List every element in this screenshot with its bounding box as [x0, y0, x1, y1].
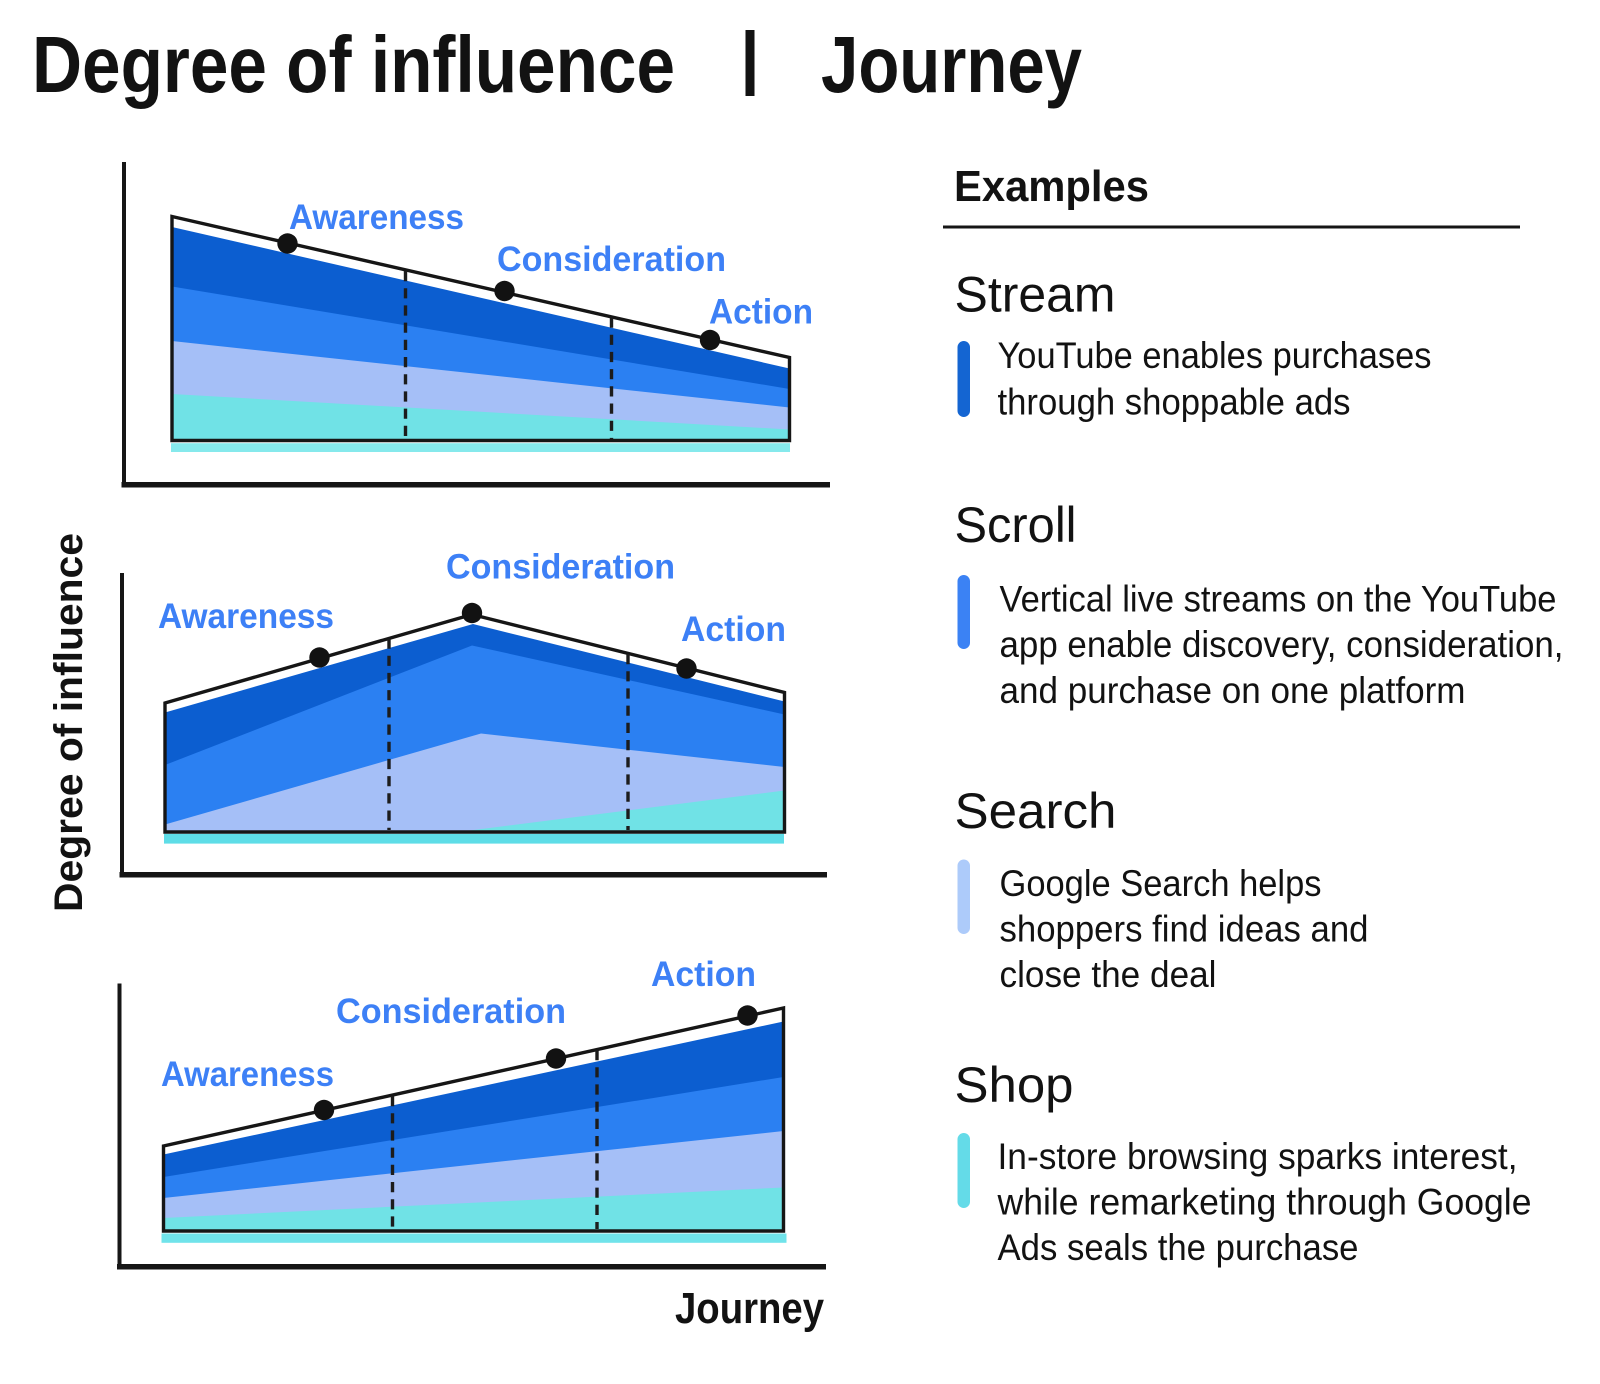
- svg-text:Consideration: Consideration: [497, 240, 726, 279]
- svg-text:while remarketing through Goog: while remarketing through Google: [997, 1182, 1532, 1223]
- svg-text:Consideration: Consideration: [336, 992, 566, 1031]
- svg-text:YouTube enables purchases: YouTube enables purchases: [998, 335, 1432, 376]
- svg-text:Ads seals the purchase: Ads seals the purchase: [998, 1227, 1359, 1268]
- svg-text:Action: Action: [709, 293, 813, 332]
- svg-text:Stream: Stream: [955, 267, 1116, 323]
- svg-text:Consideration: Consideration: [446, 548, 675, 587]
- svg-text:Vertical live streams on the Y: Vertical live streams on the YouTube: [1000, 579, 1557, 620]
- svg-text:and purchase on one platform: and purchase on one platform: [1000, 670, 1466, 711]
- svg-text:Action: Action: [651, 955, 756, 994]
- svg-text:through shoppable ads: through shoppable ads: [998, 382, 1351, 423]
- svg-text:shoppers find ideas and: shoppers find ideas and: [1000, 909, 1369, 950]
- svg-text:Google Search helps: Google Search helps: [1000, 863, 1322, 904]
- svg-text:Degree of influence: Degree of influence: [47, 533, 91, 912]
- svg-text:app enable discovery, consider: app enable discovery, consideration,: [1000, 624, 1564, 665]
- svg-text:Search: Search: [955, 783, 1117, 839]
- svg-text:Awareness: Awareness: [289, 198, 464, 237]
- svg-text:Awareness: Awareness: [161, 1055, 334, 1094]
- svg-text:Scroll: Scroll: [955, 497, 1077, 553]
- svg-text:Action: Action: [681, 610, 786, 649]
- svg-text:close the deal: close the deal: [1000, 954, 1217, 995]
- svg-text:Degree of influence: Degree of influence: [32, 20, 675, 109]
- svg-text:Examples: Examples: [954, 162, 1149, 211]
- svg-text:In-store browsing sparks inter: In-store browsing sparks interest,: [998, 1136, 1518, 1177]
- svg-text:Awareness: Awareness: [158, 597, 334, 636]
- svg-text:Shop: Shop: [955, 1057, 1074, 1113]
- svg-text:Journey: Journey: [821, 20, 1082, 109]
- svg-text:Journey: Journey: [675, 1284, 824, 1333]
